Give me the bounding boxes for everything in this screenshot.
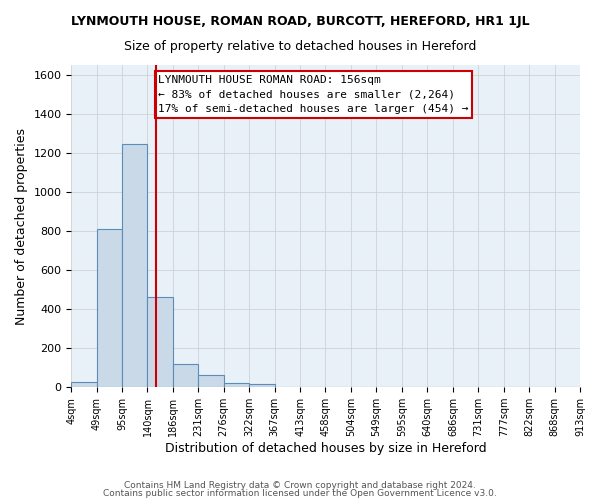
- Text: LYNMOUTH HOUSE, ROMAN ROAD, BURCOTT, HEREFORD, HR1 1JL: LYNMOUTH HOUSE, ROMAN ROAD, BURCOTT, HER…: [71, 15, 529, 28]
- Bar: [224, 384, 250, 387]
- X-axis label: Distribution of detached houses by size in Hereford: Distribution of detached houses by size …: [165, 442, 487, 455]
- Y-axis label: Number of detached properties: Number of detached properties: [15, 128, 28, 324]
- Bar: [199, 374, 224, 387]
- Bar: [71, 382, 97, 387]
- Text: LYNMOUTH HOUSE ROMAN ROAD: 156sqm
← 83% of detached houses are smaller (2,264)
1: LYNMOUTH HOUSE ROMAN ROAD: 156sqm ← 83% …: [158, 74, 469, 114]
- Bar: [122, 144, 148, 387]
- Text: Size of property relative to detached houses in Hereford: Size of property relative to detached ho…: [124, 40, 476, 53]
- Text: Contains HM Land Registry data © Crown copyright and database right 2024.: Contains HM Land Registry data © Crown c…: [124, 481, 476, 490]
- Bar: [250, 384, 275, 387]
- Text: Contains public sector information licensed under the Open Government Licence v3: Contains public sector information licen…: [103, 488, 497, 498]
- Bar: [148, 298, 173, 387]
- Bar: [97, 229, 122, 387]
- Bar: [173, 364, 199, 387]
